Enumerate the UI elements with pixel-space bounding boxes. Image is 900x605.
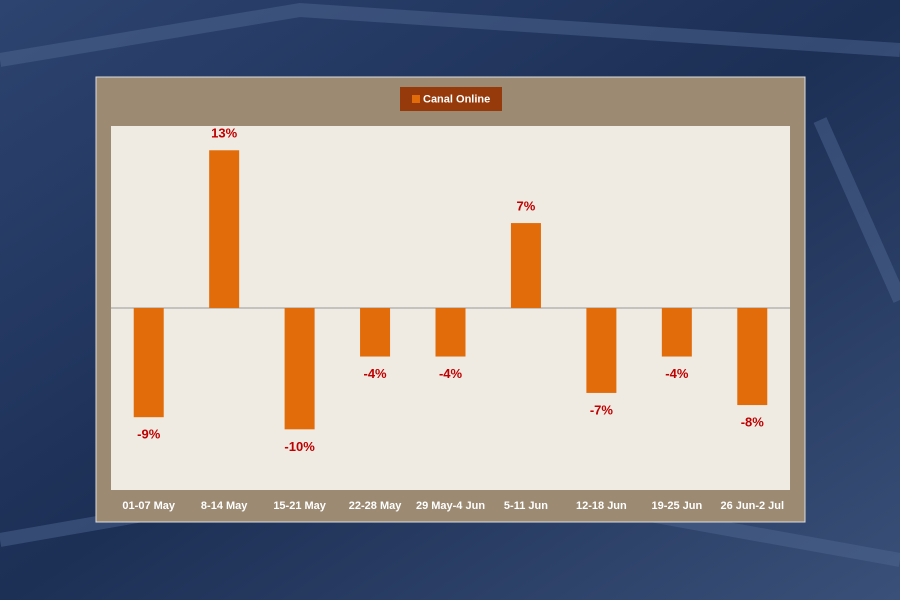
x-tick-label: 5-11 Jun xyxy=(504,500,548,512)
bar xyxy=(661,308,692,357)
legend-swatch xyxy=(412,95,420,103)
x-tick-label: 29 May-4 Jun xyxy=(416,500,485,512)
x-tick-label: 26 Jun-2 Jul xyxy=(720,500,784,512)
x-tick-label: 12-18 Jun xyxy=(576,500,627,512)
legend-label: Canal Online xyxy=(423,93,490,105)
bar xyxy=(209,150,240,308)
x-tick-label: 19-25 Jun xyxy=(651,500,702,512)
value-label: -4% xyxy=(363,366,387,381)
value-label: -7% xyxy=(590,402,614,417)
bar xyxy=(510,223,541,308)
value-label: 13% xyxy=(211,126,237,141)
bar xyxy=(586,308,617,393)
value-label: -4% xyxy=(665,366,689,381)
value-label: -9% xyxy=(137,427,161,442)
value-label: 7% xyxy=(517,199,536,214)
x-tick-label: 01-07 May xyxy=(122,500,175,512)
value-label: -4% xyxy=(439,366,463,381)
value-label: -8% xyxy=(741,415,765,430)
bar xyxy=(435,308,466,357)
bar xyxy=(284,308,315,430)
bar xyxy=(133,308,164,418)
x-tick-label: 8-14 May xyxy=(201,500,248,512)
bar xyxy=(360,308,391,357)
bar xyxy=(737,308,768,406)
x-tick-label: 22-28 May xyxy=(349,500,402,512)
value-label: -10% xyxy=(284,439,315,454)
x-tick-label: 15-21 May xyxy=(273,500,326,512)
